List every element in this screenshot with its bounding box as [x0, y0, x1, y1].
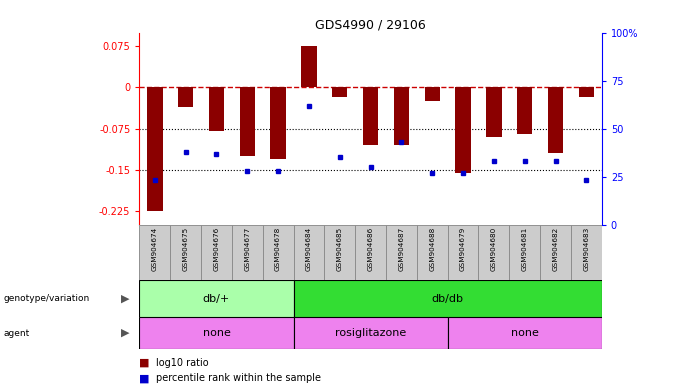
Bar	[294, 317, 447, 349]
Bar	[294, 280, 602, 317]
Text: log10 ratio: log10 ratio	[156, 358, 209, 368]
Bar	[139, 317, 294, 349]
Text: GSM904681: GSM904681	[522, 226, 528, 271]
Text: GSM904685: GSM904685	[337, 226, 343, 271]
Bar	[456, 88, 471, 172]
Text: ▶: ▶	[121, 293, 129, 304]
Bar	[201, 225, 232, 280]
Bar	[579, 88, 594, 98]
Bar	[479, 225, 509, 280]
Bar	[363, 88, 378, 145]
Text: GSM904684: GSM904684	[306, 226, 312, 271]
Text: rosiglitazone: rosiglitazone	[335, 328, 406, 338]
Text: ■: ■	[139, 373, 150, 383]
Bar	[301, 46, 317, 88]
Bar	[355, 225, 386, 280]
Text: none: none	[511, 328, 539, 338]
Text: none: none	[203, 328, 231, 338]
Text: GSM904680: GSM904680	[491, 226, 497, 271]
Text: GSM904686: GSM904686	[368, 226, 373, 271]
Text: GSM904682: GSM904682	[553, 226, 558, 271]
Text: GSM904688: GSM904688	[429, 226, 435, 271]
Bar	[417, 225, 447, 280]
Text: genotype/variation: genotype/variation	[3, 294, 90, 303]
Bar	[424, 88, 440, 101]
Text: GSM904687: GSM904687	[398, 226, 405, 271]
Bar	[147, 88, 163, 211]
Bar	[239, 88, 255, 156]
Bar	[447, 317, 602, 349]
Bar	[324, 225, 355, 280]
Bar	[139, 225, 170, 280]
Bar	[332, 88, 347, 98]
Bar	[271, 88, 286, 159]
Text: ■: ■	[139, 358, 150, 368]
Bar	[386, 225, 417, 280]
Bar	[486, 88, 502, 137]
Title: GDS4990 / 29106: GDS4990 / 29106	[316, 18, 426, 31]
Bar	[509, 225, 540, 280]
Text: GSM904678: GSM904678	[275, 226, 281, 271]
Bar	[548, 88, 563, 153]
Text: GSM904679: GSM904679	[460, 226, 466, 271]
Text: percentile rank within the sample: percentile rank within the sample	[156, 373, 322, 383]
Text: GSM904676: GSM904676	[214, 226, 220, 271]
Bar	[262, 225, 294, 280]
Bar	[447, 225, 479, 280]
Text: GSM904675: GSM904675	[183, 226, 188, 271]
Text: db/db: db/db	[432, 293, 464, 304]
Bar	[178, 88, 193, 107]
Bar	[571, 225, 602, 280]
Text: GSM904674: GSM904674	[152, 226, 158, 271]
Bar	[232, 225, 262, 280]
Bar	[517, 88, 532, 134]
Bar	[209, 88, 224, 131]
Text: agent: agent	[3, 329, 30, 338]
Bar	[294, 225, 324, 280]
Bar	[394, 88, 409, 145]
Text: ▶: ▶	[121, 328, 129, 338]
Text: GSM904677: GSM904677	[244, 226, 250, 271]
Text: db/+: db/+	[203, 293, 230, 304]
Bar	[540, 225, 571, 280]
Text: GSM904683: GSM904683	[583, 226, 590, 271]
Bar	[139, 280, 294, 317]
Bar	[170, 225, 201, 280]
